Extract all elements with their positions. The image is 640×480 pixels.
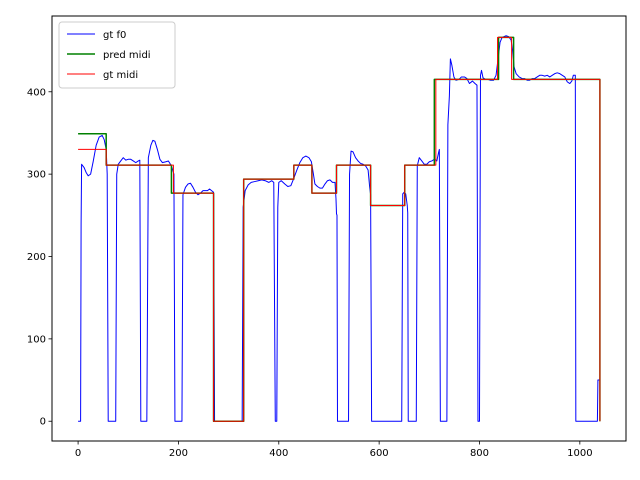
- legend-label: gt f0: [103, 30, 126, 41]
- x-tick-label: 400: [269, 448, 288, 459]
- series-line-gt-midi: [78, 36, 601, 422]
- legend: gt f0 pred midi gt midi: [58, 21, 176, 89]
- y-tick-label: 0: [40, 417, 46, 428]
- series-line-gt-f0: [78, 35, 600, 422]
- y-axis: 0 100 200 300 400: [27, 87, 52, 428]
- legend-label: gt midi: [103, 70, 138, 81]
- x-tick-label: 600: [370, 448, 389, 459]
- legend-box: [58, 21, 176, 89]
- x-tick-label: 800: [470, 448, 489, 459]
- x-tick-label: 1000: [567, 448, 592, 459]
- y-tick-label: 100: [27, 334, 46, 345]
- x-tick-label: 200: [169, 448, 188, 459]
- legend-label: pred midi: [103, 50, 151, 61]
- plot-frame: [51, 15, 627, 442]
- y-tick-label: 300: [27, 170, 46, 181]
- y-tick-label: 200: [27, 252, 46, 263]
- x-axis: 0 200 400 600 800 1000: [75, 441, 593, 459]
- plot-series: [78, 35, 601, 422]
- y-tick-label: 400: [27, 87, 46, 98]
- x-tick-label: 0: [75, 448, 81, 459]
